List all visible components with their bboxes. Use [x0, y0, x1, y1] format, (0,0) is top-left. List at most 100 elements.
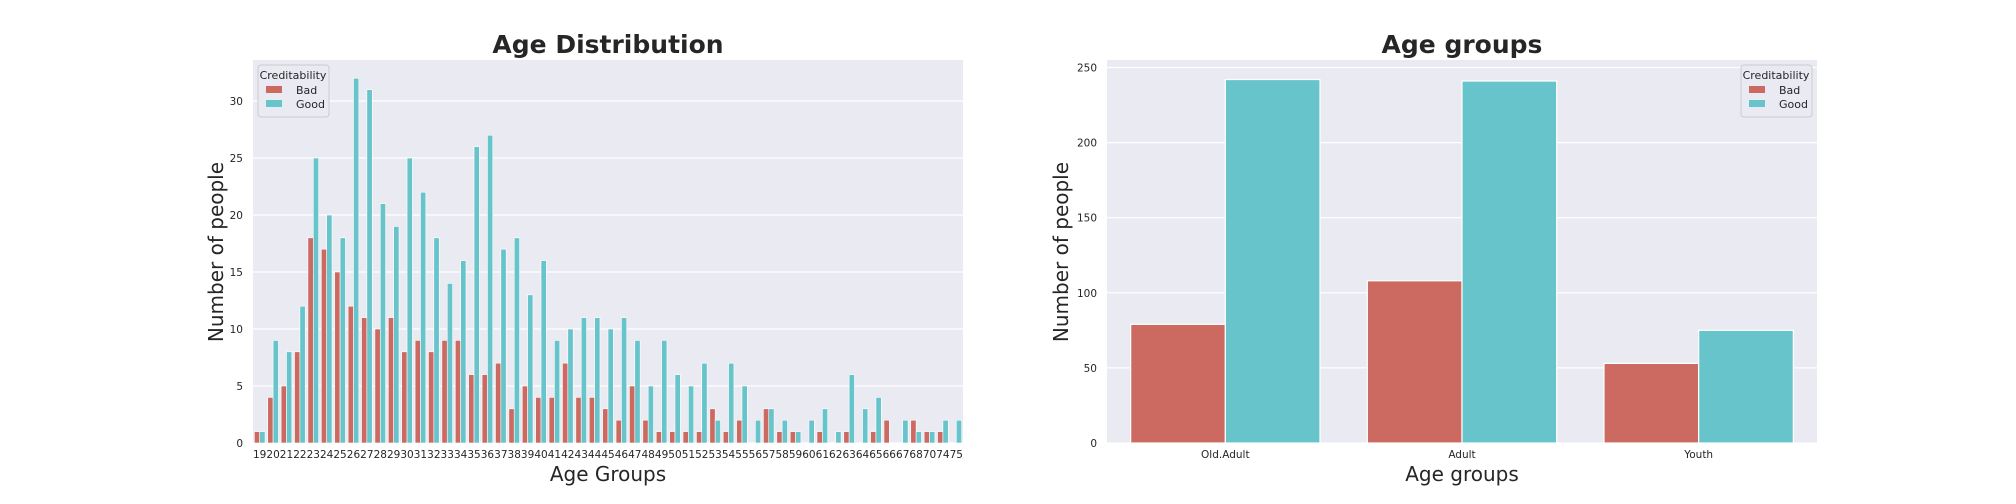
bar-bad-38: [508, 408, 515, 444]
bar-good-68: [915, 431, 922, 444]
bar-good-19: [259, 431, 266, 444]
bar-good-40: [540, 260, 547, 444]
bar-good-46: [621, 317, 628, 444]
x-tick-label: 23: [307, 449, 320, 461]
bar-good-35: [473, 146, 480, 444]
bar-good-67: [902, 419, 909, 444]
x-tick-label: 62: [829, 449, 842, 461]
x-tick-label: 61: [816, 449, 829, 461]
bar-good-28: [379, 203, 386, 444]
bar-good-old-adult: [1224, 78, 1321, 444]
bar-good-59: [795, 431, 802, 444]
bar-good-64: [862, 408, 869, 444]
x-tick-label: 19: [253, 449, 266, 461]
bar-good-53: [714, 419, 721, 444]
x-tick-label: 55: [735, 449, 748, 461]
bar-bad-55: [736, 419, 743, 444]
x-tick-label: 48: [642, 449, 655, 461]
y-tick-label: 200: [1077, 138, 1097, 150]
x-tick-label: 34: [454, 449, 468, 461]
bar-good-32: [433, 237, 440, 444]
bar-bad-54: [722, 431, 729, 444]
bar-good-26: [353, 77, 360, 444]
x-tick-label: 59: [789, 449, 802, 461]
bar-good-49: [661, 340, 668, 444]
legend-label-bad: Bad: [296, 84, 317, 97]
bar-good-youth: [1698, 329, 1794, 444]
y-tick-labels: 0 50 100 150 200 250: [1077, 63, 1097, 450]
bar-bad-24: [321, 248, 327, 444]
y-tick-label: 5: [236, 381, 243, 393]
bar-good-23: [312, 157, 319, 444]
legend-title: Creditability: [1743, 69, 1810, 82]
legend-title: Creditability: [260, 69, 327, 82]
bar-bad-46: [615, 419, 622, 444]
bar-bad-63: [843, 431, 850, 444]
x-tick-label: 38: [508, 449, 521, 461]
bar-bad-65: [870, 431, 877, 444]
legend-label-good: Good: [1779, 98, 1808, 111]
bars: [254, 77, 962, 444]
bar-good-58: [781, 419, 788, 444]
x-tick-label: 29: [387, 449, 400, 461]
x-tick-label: 58: [775, 449, 788, 461]
bar-good-61: [822, 408, 828, 444]
bar-bad-21: [280, 385, 287, 444]
y-tick-label: 15: [230, 267, 243, 279]
bar-bad-adult: [1366, 280, 1463, 444]
bar-bad-39: [521, 385, 528, 444]
bar-good-30: [406, 157, 413, 444]
x-tick-label: 43: [575, 449, 588, 461]
x-axis-label: Age Groups: [550, 462, 666, 486]
bar-bad-25: [334, 271, 341, 444]
bar-bad-52: [696, 431, 703, 444]
bar-bad-23: [307, 237, 314, 444]
age-groups-chart: 0 50 100 150 200 250 Old.Adult Adult Youth Age …: [1049, 30, 1817, 486]
bar-bad-70: [923, 431, 930, 444]
x-tick-label: 41: [548, 449, 561, 461]
y-axis-label: Number of people: [204, 162, 228, 342]
x-tick-label: 70: [923, 449, 936, 461]
bar-good-56: [755, 419, 762, 444]
x-tick-label: 65: [869, 449, 882, 461]
x-tick-label: 49: [655, 449, 668, 461]
bar-good-31: [420, 191, 427, 444]
x-tick-label: 40: [534, 449, 547, 461]
bar-bad-20: [267, 397, 274, 444]
bar-bad-49: [655, 431, 662, 444]
chart-title: Age groups: [1382, 30, 1543, 59]
x-tick-label: 52: [695, 449, 708, 461]
x-tick-label: 31: [414, 449, 427, 461]
bar-good-25: [339, 237, 346, 444]
y-tick-label: 150: [1077, 213, 1097, 225]
y-tick-label: 0: [1090, 438, 1097, 450]
x-tick-label: 75: [950, 449, 963, 461]
x-tick-label: 63: [842, 449, 855, 461]
x-tick-label: 57: [762, 449, 775, 461]
bar-bad-57: [763, 408, 770, 444]
bar-bad-45: [602, 408, 609, 444]
x-tick-label: 74: [936, 449, 950, 461]
bar-bad-47: [629, 385, 636, 444]
x-tick-label: 44: [588, 449, 602, 461]
bar-good-54: [728, 362, 735, 444]
bar-bad-53: [709, 408, 716, 444]
bar-bad-22: [294, 351, 301, 444]
x-tick-label: 36: [481, 449, 495, 461]
x-tick-label: 46: [615, 449, 629, 461]
x-tick-label: 20: [266, 449, 279, 461]
x-tick-label: 51: [682, 449, 695, 461]
bar-bad-61: [816, 431, 823, 444]
x-tick-labels: Old.Adult Adult Youth: [1201, 449, 1713, 461]
bar-bad-44: [588, 397, 595, 444]
bar-good-65: [875, 397, 882, 444]
bar-bad-29: [388, 317, 394, 444]
bar-good-20: [272, 340, 279, 444]
x-tick-label: 33: [441, 449, 454, 461]
bar-good-57: [768, 408, 775, 444]
bar-bad-35: [468, 374, 475, 444]
bar-bad-59: [789, 431, 796, 444]
x-tick-label: 37: [494, 449, 507, 461]
y-tick-label: 10: [230, 324, 243, 336]
